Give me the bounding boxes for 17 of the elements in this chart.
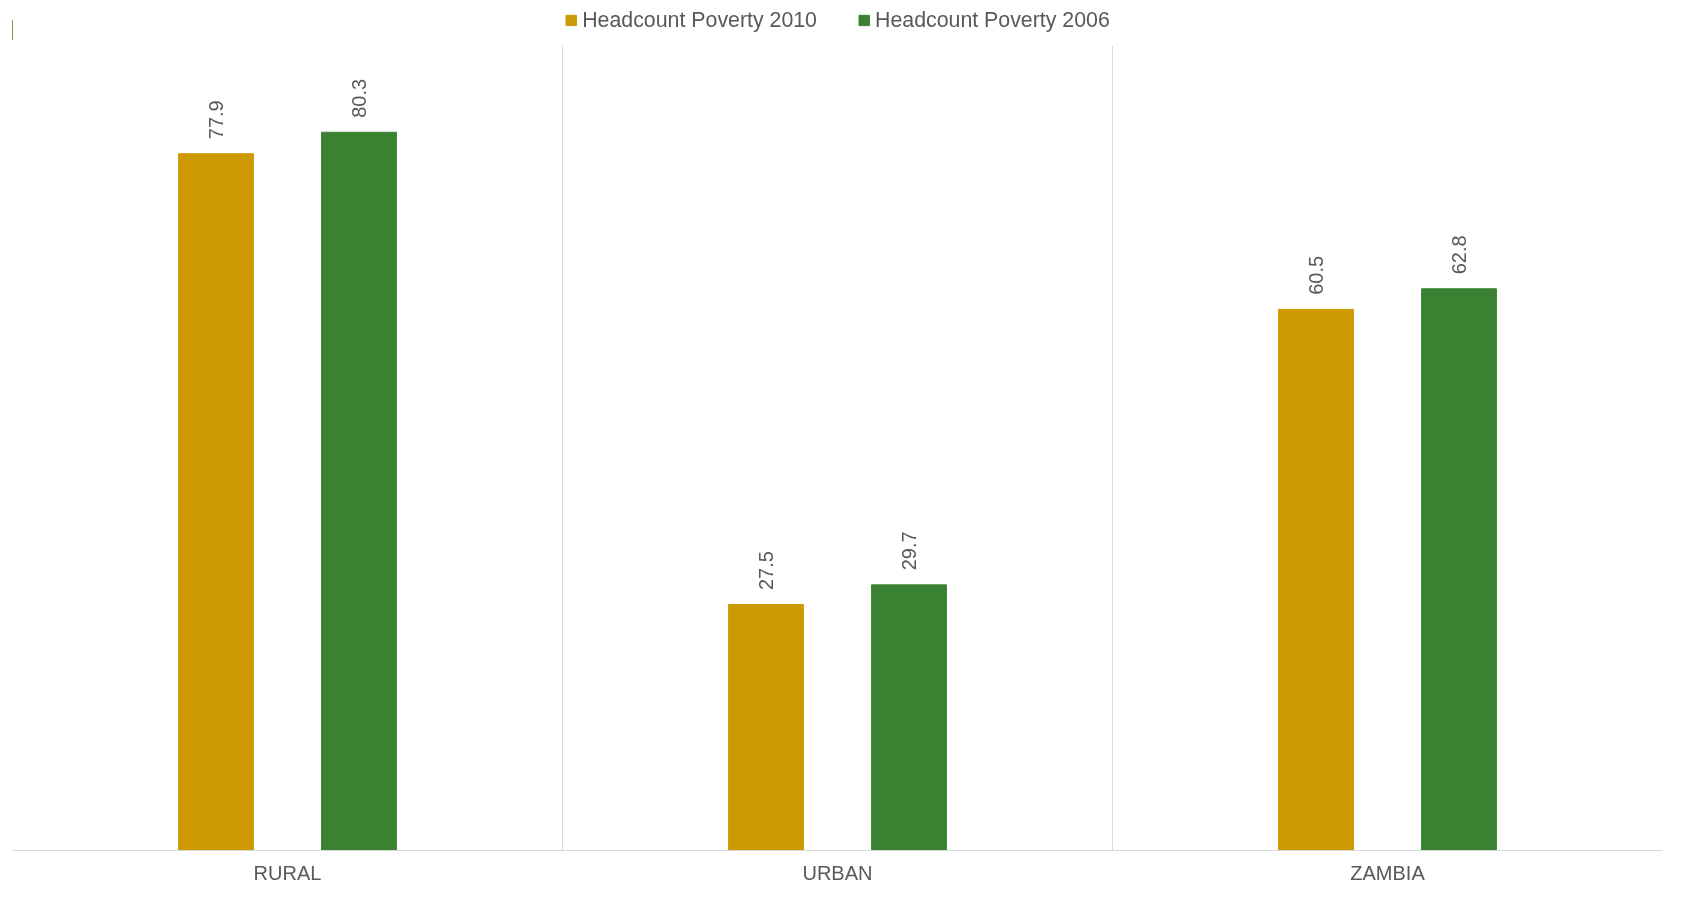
legend-label: Headcount Poverty 2010: [582, 7, 817, 33]
bar: [1421, 288, 1497, 851]
data-label: 77.9: [205, 100, 227, 140]
bar: [1278, 308, 1354, 851]
x-tick-label: URBAN: [802, 861, 873, 884]
data-label: 80.3: [348, 78, 370, 118]
bar: [321, 131, 397, 851]
data-label: 29.7: [898, 531, 920, 571]
bar: [728, 604, 804, 851]
data-label: 60.5: [1305, 255, 1327, 295]
data-label: 62.8: [1448, 235, 1470, 275]
legend-label: Headcount Poverty 2006: [875, 7, 1110, 33]
bar: [178, 153, 254, 851]
data-label: 27.5: [755, 551, 777, 591]
bar: [871, 584, 947, 851]
x-tick-label: RURAL: [253, 861, 322, 884]
x-tick-label: ZAMBIA: [1350, 861, 1426, 884]
